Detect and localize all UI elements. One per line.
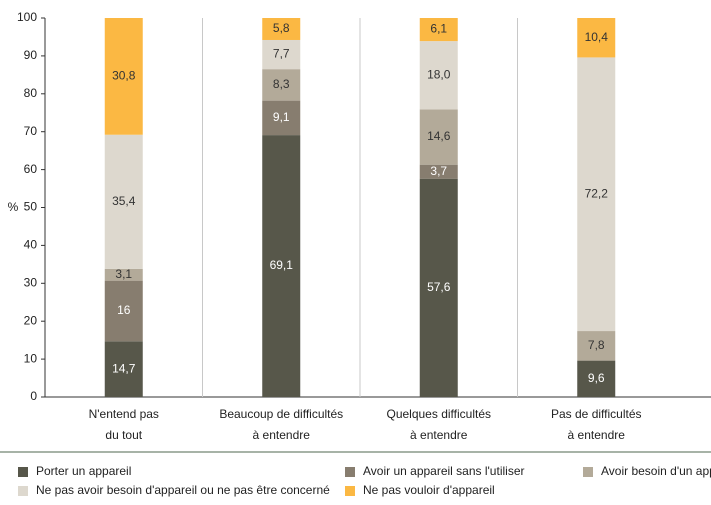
y-tick-label: 0 (30, 389, 37, 403)
value-label: 9,1 (273, 110, 290, 124)
value-label: 30,8 (112, 69, 136, 83)
y-tick-label: 70 (24, 124, 38, 138)
legend-swatch (18, 486, 28, 496)
legend-swatch (583, 467, 593, 477)
bar-segment (577, 57, 616, 332)
value-label: 9,6 (588, 371, 605, 385)
x-tick-line: Quelques difficultés (386, 407, 491, 421)
value-label: 69,1 (270, 258, 294, 272)
value-label: 72,2 (585, 186, 609, 200)
legend-label: Avoir besoin d'un appareil (601, 464, 711, 478)
y-tick-label: 90 (24, 48, 38, 62)
bar-segment (262, 100, 301, 136)
bar-segment (262, 18, 301, 40)
bar-segment (577, 331, 616, 361)
bar-segment (577, 360, 616, 397)
value-label: 5,8 (273, 21, 290, 35)
value-label: 7,8 (588, 338, 605, 352)
bar-segment (419, 41, 458, 110)
bar-segment (262, 69, 301, 101)
y-tick-label: 80 (24, 86, 38, 100)
x-tick-line: Pas de difficultés (551, 407, 642, 421)
value-label: 6,1 (430, 22, 447, 36)
x-tick-label: Quelques difficultés à entendre (386, 407, 491, 442)
bar-segment (104, 18, 143, 135)
y-tick-label: 30 (24, 275, 38, 289)
y-tick-label: 20 (24, 313, 38, 327)
y-tick-label: 60 (24, 162, 38, 176)
legend-swatch (345, 467, 355, 477)
y-tick-label: 50 (24, 200, 38, 214)
y-tick-label: 10 (24, 351, 38, 365)
legend-label: Porter un appareil (36, 464, 131, 478)
bar-segment (577, 18, 616, 58)
value-label: 10,4 (585, 30, 609, 44)
bar-segment (419, 18, 458, 42)
bar-segment (104, 341, 143, 397)
bar-segment (262, 135, 301, 397)
x-tick-line: Beaucoup de difficultés (219, 407, 343, 421)
bar-segment (104, 134, 143, 269)
legend-swatch (345, 486, 355, 496)
bar-segment (419, 109, 458, 165)
x-tick-line: à entendre (568, 428, 626, 442)
bar-segment (104, 268, 143, 281)
value-label: 14,7 (112, 361, 136, 375)
value-label: 16 (117, 303, 131, 317)
legend-label: Ne pas avoir besoin d'appareil ou ne pas… (36, 483, 330, 497)
value-label: 7,7 (273, 47, 290, 61)
legend-label: Avoir un appareil sans l'utiliser (363, 464, 524, 478)
legend-swatch (18, 467, 28, 477)
y-tick-label: 100 (17, 10, 37, 24)
value-label: 3,1 (115, 267, 132, 281)
value-label: 18,0 (427, 67, 451, 81)
value-label: 14,6 (427, 129, 451, 143)
value-label: 57,6 (427, 280, 451, 294)
x-tick-line: N'entend pas (89, 407, 159, 421)
x-tick-label: Pas de difficultés à entendre (551, 407, 642, 442)
x-tick-label: N'entend pas du tout (89, 407, 159, 442)
value-label: 3,7 (430, 164, 447, 178)
bar-segment (104, 280, 143, 342)
bar-segment (419, 178, 458, 397)
legend-label: Ne pas vouloir d'appareil (363, 483, 495, 497)
x-tick-line: du tout (105, 428, 142, 442)
x-tick-line: à entendre (410, 428, 468, 442)
y-axis-label: % (8, 200, 19, 214)
value-label: 8,3 (273, 77, 290, 91)
value-label: 35,4 (112, 194, 136, 208)
bar-segment (262, 39, 301, 70)
y-tick-label: 40 (24, 238, 38, 252)
x-tick-line: à entendre (253, 428, 311, 442)
x-tick-label: Beaucoup de difficultés à entendre (219, 407, 343, 442)
bar-segment (419, 164, 458, 179)
